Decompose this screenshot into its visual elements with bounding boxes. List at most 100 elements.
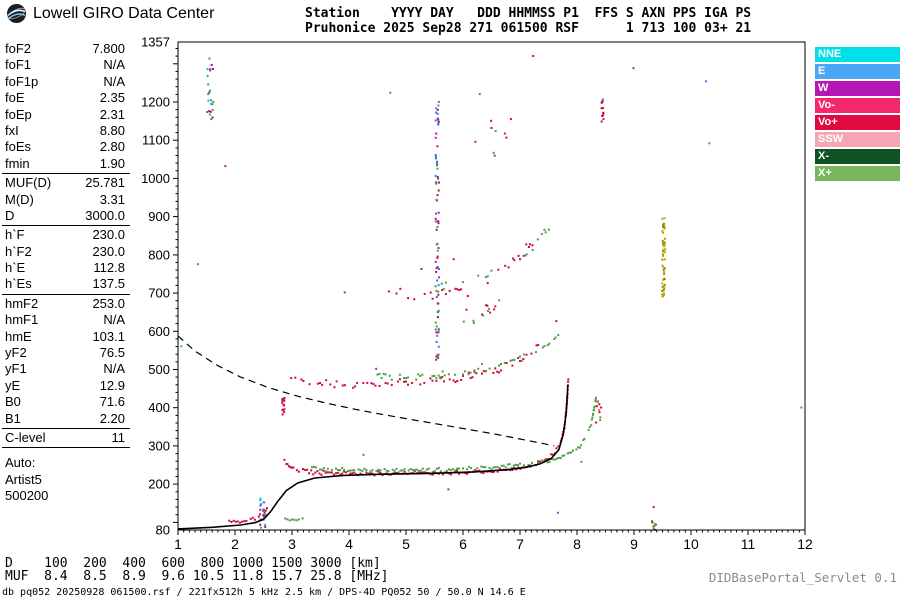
param-label: foE: [5, 90, 25, 106]
param-row: h`F2 230.0: [2, 244, 130, 260]
station-header-row2: Pruhonice 2025 Sep28 271 061500 RSF 1 71…: [305, 21, 752, 36]
param-group: foF2 7.800 foF1 N/A foF1p N/A foE 2.35 foEp 2.31 f…: [2, 40, 130, 173]
param-label: fxI: [5, 122, 19, 138]
param-row: hmE 103.1: [2, 329, 130, 345]
param-row: foEp 2.31: [2, 107, 130, 123]
param-value: 12.9: [99, 377, 125, 393]
param-label: foEp: [5, 106, 32, 122]
station-header-row1: Station YYYY DAY DDD HHMMSS P1 FFS S AXN…: [305, 6, 752, 21]
x-tick-label: 1: [174, 536, 182, 552]
param-row: foEs 2.80: [2, 139, 130, 155]
param-groups: foF2 7.800 foF1 N/A foF1p N/A foE 2.35 foEp 2.31 f…: [2, 40, 130, 449]
muf-scale-row: MUF 8.4 8.5 8.9 9.6 10.5 11.8 15.7 25.8 …: [5, 569, 389, 584]
y-tick-label: 1357: [141, 35, 170, 50]
param-label: hmE: [5, 328, 32, 344]
param-label: foF1: [5, 57, 32, 73]
param-row: h`F 230.0: [2, 227, 130, 243]
param-row: M(D) 3.31: [2, 192, 130, 208]
param-row: hmF1 N/A: [2, 312, 130, 328]
y-tick-label: 400: [148, 400, 170, 415]
brand-title: Lowell GIRO Data Center: [33, 4, 215, 22]
param-row: B1 2.20: [2, 411, 130, 427]
param-label: MUF(D): [5, 175, 52, 191]
y-tick-label: 500: [148, 362, 170, 377]
y-tick-label: 600: [148, 324, 170, 339]
autoscaling-line: 500200: [5, 488, 49, 504]
param-value: 2.80: [99, 139, 125, 155]
param-value: 3.31: [99, 191, 125, 207]
param-value: 7.800: [92, 41, 125, 56]
x-tick-label: 6: [459, 536, 467, 552]
param-label: B1: [5, 410, 21, 426]
param-value: 25.781: [85, 175, 125, 191]
param-value: 112.8: [93, 260, 125, 276]
y-tick-label: 300: [148, 438, 170, 453]
x-tick-label: 12: [797, 536, 813, 552]
param-label: hmF1: [5, 312, 39, 328]
giro-logo-icon: [6, 3, 27, 24]
param-label: M(D): [5, 191, 34, 207]
param-value: N/A: [103, 312, 125, 328]
trace-f-2hop-o: [290, 344, 540, 389]
trace-f-3hop-x: [434, 228, 550, 291]
trace-f-trace-o: [283, 378, 570, 477]
param-label: C-level: [5, 429, 46, 445]
param-label: B0: [5, 394, 21, 410]
legend-item-e: E: [815, 64, 900, 79]
param-row: yE 12.9: [2, 378, 130, 394]
legend-item-nne: NNE: [815, 47, 900, 62]
param-row: foF2 7.800: [2, 41, 130, 57]
param-group: MUF(D) 25.781 M(D) 3.31 D 3000.0: [2, 173, 130, 225]
legend-item-vo: Vo+: [815, 115, 900, 130]
param-value: 11: [111, 429, 126, 445]
param-value: 8.80: [99, 122, 125, 138]
param-row: C-level 11: [2, 430, 130, 446]
param-group: h`F 230.0 h`F2 230.0 h`E 112.8 h`Es 137.5: [2, 225, 130, 294]
y-tick-label: 700: [148, 286, 170, 301]
autoscaling-info: Auto: Artist5 500200: [2, 455, 130, 504]
trace-f-2hop-x: [376, 334, 560, 381]
status-bar: db pq052 20250928 061500.rsf / 221fx512h…: [2, 587, 526, 598]
autoscaling-line: Auto:: [5, 455, 36, 471]
d-scale-row: D 100 200 400 600 800 1000 1500 3000 [km…: [5, 556, 381, 571]
legend-item-x: X+: [815, 166, 900, 181]
param-row: B0 71.6: [2, 394, 130, 410]
param-value: N/A: [103, 361, 125, 377]
param-row: foF1 N/A: [2, 57, 130, 73]
param-value: 76.5: [99, 345, 125, 361]
trace-e-trace: [228, 507, 268, 524]
param-label: D: [5, 207, 15, 223]
legend-item-ssw: SSW: [815, 132, 900, 147]
y-tick-label: 1100: [142, 133, 170, 148]
param-group: C-level 11: [2, 427, 130, 449]
param-row: foE 2.35: [2, 90, 130, 106]
param-row: MUF(D) 25.781: [2, 175, 130, 191]
trace-f-3hop-o: [387, 243, 534, 301]
param-value: 230.0: [92, 227, 125, 243]
param-value: 103.1: [92, 328, 125, 344]
x-tick-label: 5: [402, 536, 410, 552]
param-label: yF2: [5, 345, 27, 361]
param-row: D 3000.0: [2, 208, 130, 224]
legend-item-vo: Vo-: [815, 98, 900, 113]
param-value: 3000.0: [85, 207, 125, 223]
servlet-version: DIDBasePortal_Servlet 0.1: [708, 570, 897, 585]
param-label: foF2: [5, 41, 32, 56]
param-value: N/A: [103, 73, 125, 89]
param-row: h`Es 137.5: [2, 276, 130, 292]
legend-item-x: X-: [815, 149, 900, 164]
param-value: 137.5: [92, 276, 125, 292]
echo-traces: [228, 228, 597, 524]
y-axis: 1357 1200 1100 1000 900 800 700 600 500 400 300 200…: [141, 35, 178, 538]
param-row: yF1 N/A: [2, 361, 130, 377]
param-value: 2.31: [99, 106, 125, 122]
noise-strips: [180, 55, 803, 531]
station-header: Station YYYY DAY DDD HHMMSS P1 FFS S AXN…: [305, 6, 751, 36]
autoscaling-line: Artist5: [5, 471, 42, 487]
param-label: h`E: [5, 260, 26, 276]
param-value: 71.6: [99, 394, 125, 410]
x-tick-label: 3: [288, 536, 296, 552]
param-value: 2.35: [99, 90, 125, 106]
param-panel: foF2 7.800 foF1 N/A foF1p N/A foE 2.35 foEp 2.31 f…: [2, 40, 130, 505]
